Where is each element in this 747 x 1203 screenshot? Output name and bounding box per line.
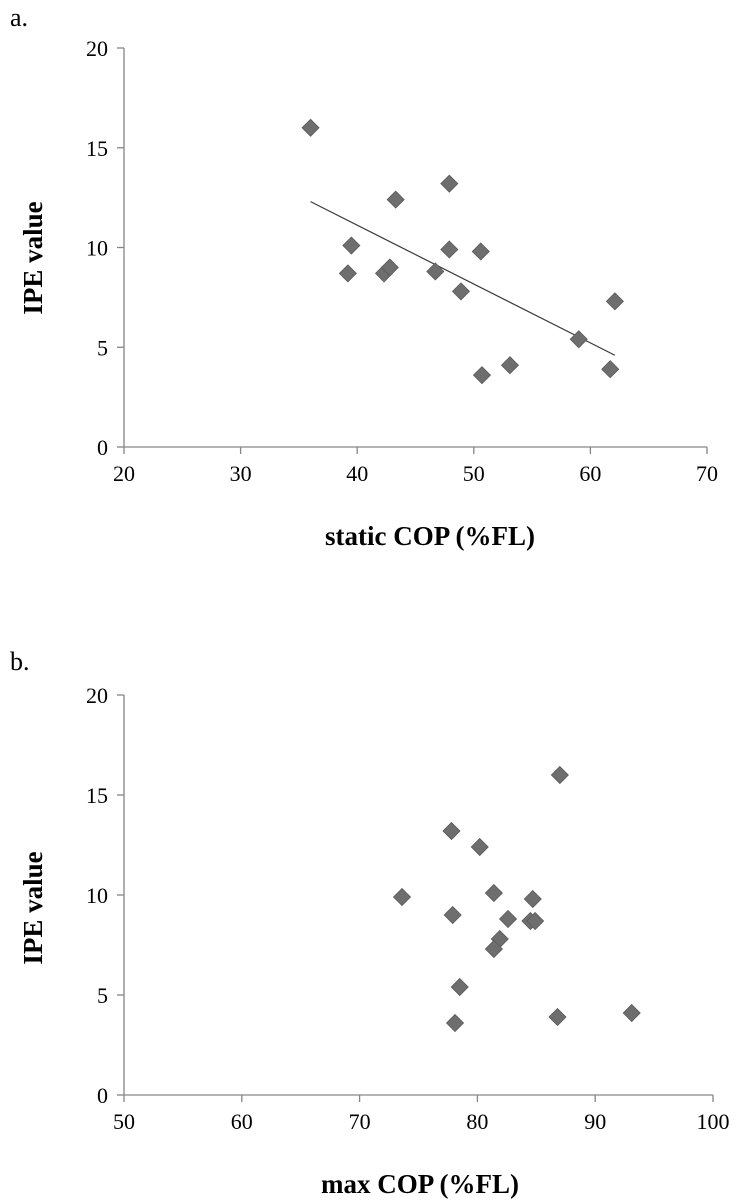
panel-a-x-tick-label: 50 xyxy=(463,461,485,486)
panel-b-x-tick-label: 80 xyxy=(466,1109,488,1134)
panel-b-y-tick-label: 5 xyxy=(97,983,108,1008)
panel-b-data-point xyxy=(498,909,518,929)
panel-a: a. static COP (%FL) IPE value 0 5 10 15 20 20… xyxy=(10,3,718,551)
panel-a-data-point xyxy=(380,258,399,277)
panel-b-y-tick-label: 10 xyxy=(86,883,108,908)
panel-b-data-point xyxy=(445,1013,465,1033)
panel-b-data-point xyxy=(392,887,412,907)
panel-b-y-tick-label: 20 xyxy=(86,683,108,708)
panel-a-y-axis-title: IPE value xyxy=(18,201,48,314)
panel-b-data-point xyxy=(442,821,461,841)
panel-b-data-point xyxy=(550,765,569,785)
panel-b-x-tick-label: 100 xyxy=(697,1109,730,1134)
panel-a-trendline xyxy=(310,201,616,356)
panel-b-data-point xyxy=(443,905,462,925)
panel-a-x-tick-label: 40 xyxy=(346,461,368,486)
panel-b-y-axis-title: IPE value xyxy=(18,851,48,964)
panel-a-data-point xyxy=(601,360,620,379)
panel-b-x-tick-label: 60 xyxy=(231,1109,253,1134)
panel-a-x-axis-title: static COP (%FL) xyxy=(325,521,535,551)
panel-b-data-point xyxy=(526,911,545,931)
panel-b-x-tick-label: 70 xyxy=(349,1109,371,1134)
panel-b-data-point xyxy=(450,977,469,997)
panel-a-y-tick-label: 0 xyxy=(97,435,108,460)
panel-a-y-tick-label: 15 xyxy=(86,136,108,161)
panel-a-y-tick-label: 10 xyxy=(86,236,108,261)
panel-a-data-point xyxy=(472,366,492,385)
panel-a-data-point xyxy=(605,292,624,311)
panel-b-y-tick-label: 15 xyxy=(86,783,108,808)
panel-a-data-point xyxy=(301,118,320,137)
panel-b-data-point xyxy=(548,1007,567,1027)
panel-b-label: b. xyxy=(10,647,30,676)
panel-a-data-point xyxy=(569,330,588,349)
panel-a-data-point xyxy=(500,356,520,375)
panel-b-x-axis-title: max COP (%FL) xyxy=(321,1169,519,1199)
panel-a-data-point xyxy=(338,264,357,283)
panel-b-x-tick-label: 90 xyxy=(584,1109,606,1134)
panel-b-x-tick-label: 50 xyxy=(113,1109,135,1134)
panel-a-data-point xyxy=(451,282,471,301)
panel-a-x-tick-label: 70 xyxy=(696,461,718,486)
panel-a-data-point xyxy=(440,240,459,259)
panel-b-data-point xyxy=(622,1003,641,1023)
panel-b-data-point xyxy=(484,883,503,903)
panel-b-data-point xyxy=(470,837,489,857)
panel-a-data-point xyxy=(471,242,490,261)
panel-b-data-point xyxy=(523,889,542,909)
panel-b-y-tick-label: 0 xyxy=(97,1083,108,1108)
panel-a-x-tick-label: 20 xyxy=(113,461,135,486)
panel-b: b. max COP (%FL) IPE value 0 5 10 15 20 50 60 7… xyxy=(10,647,730,1199)
panel-a-y-tick-label: 20 xyxy=(86,36,108,61)
panel-a-label: a. xyxy=(10,3,28,32)
panel-a-x-tick-label: 30 xyxy=(230,461,252,486)
panel-b-data-point xyxy=(484,939,503,959)
panel-a-x-tick-label: 60 xyxy=(579,461,601,486)
panel-a-data-point xyxy=(440,174,459,193)
panel-a-data-point xyxy=(426,262,445,281)
panel-a-data-point xyxy=(386,190,405,209)
panel-a-data-point xyxy=(342,236,361,255)
panel-a-y-tick-label: 5 xyxy=(97,335,108,360)
